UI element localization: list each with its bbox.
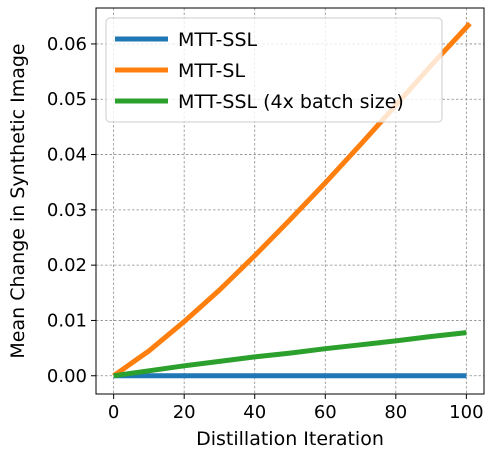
y-tick-label: 0.06 bbox=[47, 34, 87, 55]
y-tick-label: 0.01 bbox=[47, 310, 87, 331]
legend-box bbox=[105, 17, 443, 123]
series-line bbox=[113, 330, 467, 379]
y-tick-label: 0.03 bbox=[47, 200, 87, 221]
y-tick-label: 0.02 bbox=[47, 255, 87, 276]
x-tick-label: 60 bbox=[314, 402, 337, 423]
legend-label: MTT-SSL bbox=[178, 29, 258, 51]
legend: MTT-SSL MTT-SL MTT-SSL (4x batch size) bbox=[105, 17, 443, 123]
x-tick-label: 100 bbox=[449, 402, 483, 423]
x-tick-label: 20 bbox=[173, 402, 196, 423]
plot-frame bbox=[95, 7, 485, 395]
y-tick-label: 0.00 bbox=[47, 366, 87, 387]
y-axis-label: Mean Change in Synthetic Image bbox=[7, 43, 29, 358]
x-tick-label: 80 bbox=[384, 402, 407, 423]
x-tick-label: 40 bbox=[243, 402, 266, 423]
axis-ticks bbox=[91, 43, 467, 399]
legend-label: MTT-SL bbox=[178, 60, 245, 82]
y-tick-label: 0.05 bbox=[47, 89, 87, 110]
legend-label: MTT-SSL (4x batch size) bbox=[178, 91, 404, 113]
y-tick-label: 0.04 bbox=[47, 145, 87, 166]
x-tick-label: 0 bbox=[108, 402, 119, 423]
x-axis-label: Distillation Iteration bbox=[196, 428, 384, 450]
tick-labels: 0 20 40 60 80 100 0.00 0.01 0.02 0.03 0.04 0.05 0.06 bbox=[47, 34, 484, 423]
